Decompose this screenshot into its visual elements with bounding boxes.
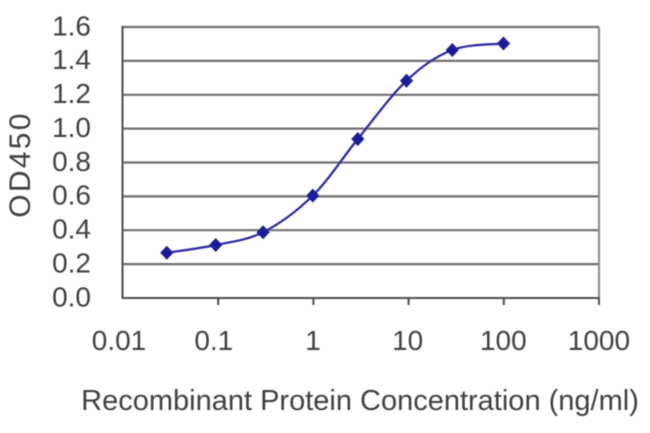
svg-text:0.4: 0.4 [52, 214, 91, 245]
svg-text:1.4: 1.4 [52, 44, 91, 75]
svg-text:0.8: 0.8 [52, 146, 91, 177]
svg-text:1.6: 1.6 [52, 10, 91, 41]
svg-text:0.0: 0.0 [52, 281, 91, 312]
svg-text:0.01: 0.01 [92, 325, 147, 356]
svg-text:100: 100 [480, 325, 527, 356]
svg-text:Recombinant Protein Concentrat: Recombinant Protein Concentration (ng/ml… [81, 385, 639, 417]
svg-text:1.2: 1.2 [52, 78, 91, 109]
svg-text:1.0: 1.0 [52, 112, 91, 143]
svg-text:0.2: 0.2 [52, 247, 91, 278]
svg-text:OD450: OD450 [4, 111, 37, 218]
svg-text:10: 10 [392, 325, 423, 356]
svg-text:1: 1 [305, 325, 321, 356]
svg-text:0.1: 0.1 [194, 325, 233, 356]
svg-text:0.6: 0.6 [52, 180, 91, 211]
svg-text:1000: 1000 [568, 325, 630, 356]
